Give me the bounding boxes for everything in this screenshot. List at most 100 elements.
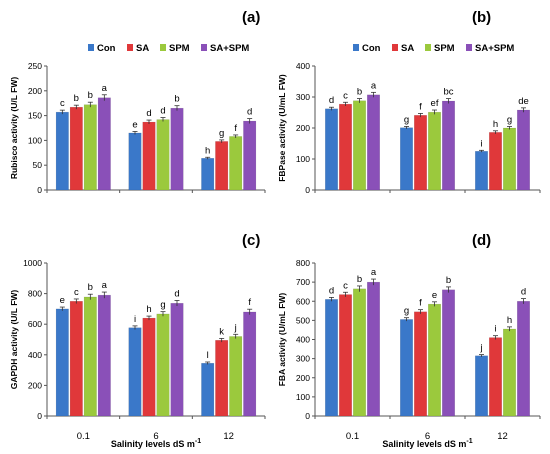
significance-letter: ef [431, 98, 439, 109]
significance-letter: h [507, 315, 512, 326]
bar-sa [69, 106, 83, 191]
bar-con [128, 327, 142, 417]
x-tick-label: 6 [425, 431, 430, 442]
significance-letter: d [329, 285, 334, 296]
y-tick-label: 100 [296, 154, 310, 164]
bar-spm [353, 288, 366, 417]
significance-letter: b [74, 93, 79, 104]
y-tick-label: 600 [296, 296, 310, 306]
significance-letter: c [60, 98, 65, 109]
bar-spm [503, 328, 516, 417]
x-tick-label: 0.1 [346, 431, 359, 442]
y-tick-label: 200 [28, 86, 42, 96]
bar-sa [69, 301, 83, 417]
significance-letter: d [247, 107, 252, 118]
y-tick-label: 400 [296, 335, 310, 345]
significance-letter: i [134, 314, 136, 325]
bar-con [325, 299, 338, 417]
significance-letter: j [479, 343, 482, 354]
significance-letter: b [446, 275, 451, 286]
panel-label: (d) [472, 232, 491, 249]
bar-sa-plus-spm [97, 97, 111, 191]
y-tick-label: 800 [28, 289, 42, 299]
y-axis-label: FBPase activity (U/mL FW) [277, 74, 287, 182]
significance-letter: d [329, 95, 334, 106]
legend-entry: SPM [169, 43, 190, 54]
significance-letter: e [132, 119, 137, 130]
bar-spm [428, 303, 441, 417]
x-tick-label: 0.1 [77, 431, 90, 442]
significance-letter: l [207, 350, 209, 361]
significance-letter: f [234, 123, 237, 134]
significance-letter: h [146, 304, 151, 315]
y-tick-label: 200 [28, 380, 42, 390]
bar-spm [83, 296, 97, 417]
significance-letter: a [371, 80, 377, 91]
significance-letter: d [160, 106, 165, 117]
bar-sa-plus-spm [367, 94, 380, 191]
panel-label: (a) [242, 9, 260, 26]
legend-entry: SA [136, 43, 149, 54]
bar-sa [142, 121, 156, 191]
legend-entry: Con [362, 43, 381, 54]
significance-letter: a [371, 267, 377, 278]
bar-sa-plus-spm [243, 311, 257, 417]
bar-sa-plus-spm [243, 120, 257, 191]
y-tick-label: 700 [296, 277, 310, 287]
y-tick-label: 0 [37, 185, 42, 195]
chart-panel-a: (a) 0 50 100 150 200 250 Rubisco activity (U/L … [9, 9, 266, 195]
significance-letter: h [205, 145, 210, 156]
significance-letter: e [432, 290, 437, 301]
y-tick-label: 150 [28, 111, 42, 121]
legend-swatch [201, 44, 207, 51]
significance-letter: i [480, 138, 482, 149]
bar-con [475, 151, 488, 191]
bar-spm [156, 119, 170, 191]
panel-label: (c) [242, 232, 260, 249]
bar-spm [229, 136, 243, 191]
significance-letter: b [357, 87, 362, 98]
y-tick-label: 300 [296, 354, 310, 364]
significance-letter: j [234, 322, 237, 333]
legend-swatch [392, 44, 398, 51]
significance-letter: i [494, 324, 496, 335]
significance-letter: e [60, 295, 65, 306]
bar-con [325, 108, 338, 191]
significance-letter: b [88, 282, 93, 293]
bar-sa-plus-spm [170, 302, 184, 417]
x-tick-label: 12 [223, 431, 234, 442]
significance-letter: c [74, 287, 79, 298]
significance-letter: g [404, 114, 409, 125]
bar-sa [339, 294, 352, 417]
chart-panel-c: (c) 0 200 400 600 800 1000 GAPDH activity (U/L … [9, 232, 266, 449]
significance-letter: b [357, 274, 362, 285]
y-tick-label: 500 [296, 315, 310, 325]
chart-panel-d: (d) 0 100 200 300 400 500 600 700 800 FBA activity… [277, 232, 541, 449]
legend-entry: SA+SPM [475, 43, 514, 54]
x-axis-label: Salinity levels dS m-1 [111, 438, 201, 449]
y-tick-label: 400 [28, 350, 42, 360]
bar-spm [503, 127, 516, 191]
y-tick-label: 0 [37, 411, 42, 421]
bar-con [475, 355, 488, 417]
significance-letter: a [102, 83, 108, 94]
significance-letter: b [88, 90, 93, 101]
significance-letter: g [219, 128, 224, 139]
significance-letter: g [507, 114, 512, 125]
bar-sa-plus-spm [170, 107, 184, 191]
y-tick-label: 50 [33, 160, 43, 170]
significance-letter: b [174, 94, 179, 105]
y-tick-label: 600 [28, 319, 42, 329]
legend-swatch [466, 44, 472, 51]
y-tick-label: 1000 [23, 258, 42, 268]
significance-letter: d [174, 288, 179, 299]
legend-swatch [353, 44, 359, 51]
y-tick-label: 800 [296, 258, 310, 268]
bar-sa [414, 311, 427, 417]
legend-swatch [160, 44, 166, 51]
bar-sa [215, 340, 229, 417]
legend-entry: Con [97, 43, 116, 54]
legend-swatch [127, 44, 133, 51]
y-tick-label: 300 [296, 92, 310, 102]
